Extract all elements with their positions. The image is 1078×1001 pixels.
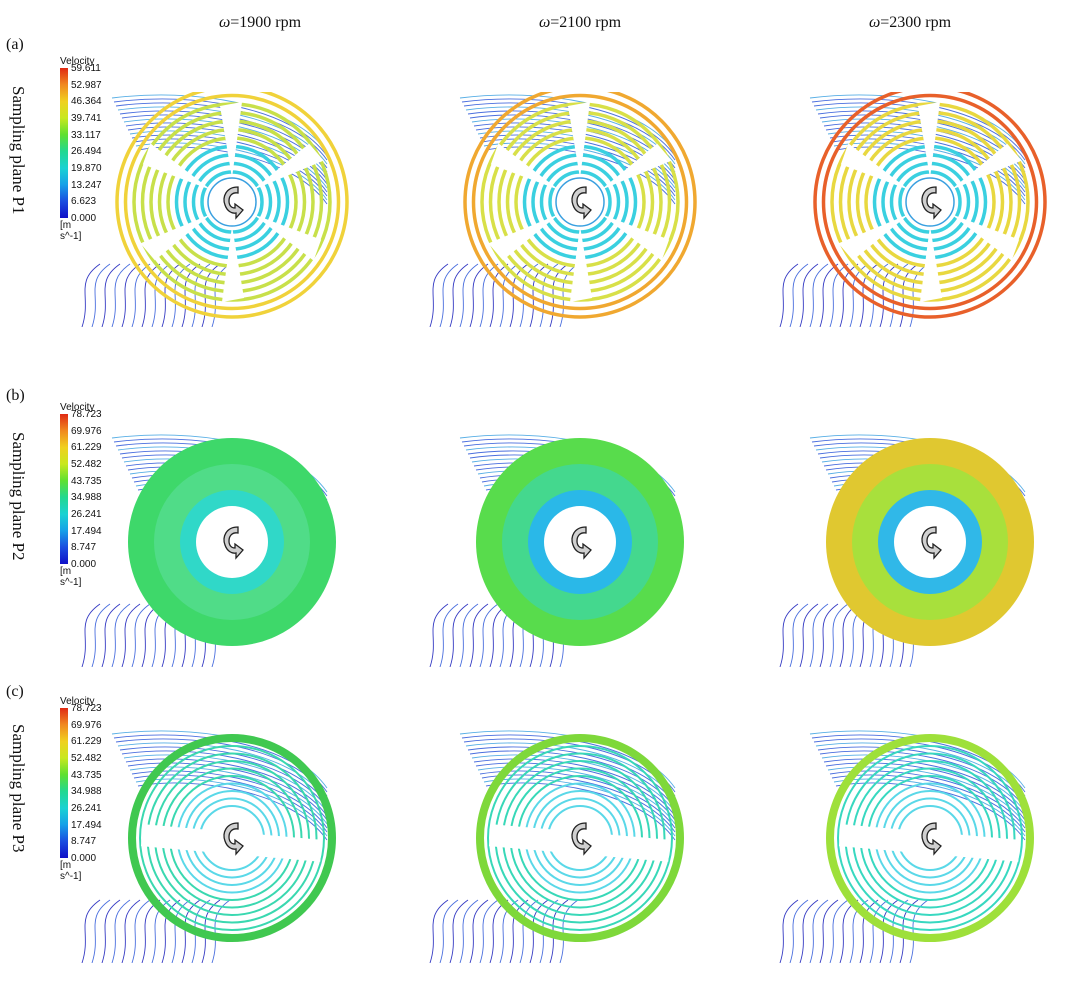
flow-field <box>81 434 336 667</box>
flow-field <box>779 434 1034 667</box>
hub <box>555 177 605 227</box>
legend-tick: 59.611 <box>71 63 101 74</box>
legend-color-bar <box>60 708 68 858</box>
flow-field <box>429 730 684 963</box>
legend-tick: 52.987 <box>71 79 102 91</box>
column-header-2: ω=2100 rpm <box>460 14 700 32</box>
panel-p2-2300 <box>770 432 1060 667</box>
impeller-blades <box>488 102 672 302</box>
legend-tick: 34.988 <box>71 786 102 798</box>
legend-title: Velocity <box>60 402 95 413</box>
omega-symbol: ω <box>218 14 231 31</box>
rotor-rings <box>476 734 684 942</box>
rotor-disk <box>476 438 684 646</box>
rotation-arrow-icon <box>571 822 592 856</box>
flow-field <box>429 434 684 667</box>
legend-unit: [m s^-1] <box>60 860 82 882</box>
row-tag-c: (c) <box>6 683 24 700</box>
legend-tick: 17.494 <box>71 819 102 831</box>
speed-value: =2100 rpm <box>550 14 622 31</box>
hub <box>905 177 955 227</box>
row-label-p1: Sampling plane P1 <box>9 86 28 215</box>
legend-tick: 34.988 <box>71 492 102 504</box>
rotation-arrow-icon <box>223 526 244 560</box>
legend-tick: 69.976 <box>71 425 102 437</box>
legend-tick: 8.747 <box>71 836 97 848</box>
legend-tick: 52.482 <box>71 753 102 764</box>
rotor-disk <box>826 438 1034 646</box>
panel-p2-2100 <box>420 432 710 667</box>
hub <box>902 810 958 866</box>
impeller-blades <box>140 102 324 302</box>
row-tag-a: (a) <box>6 36 24 53</box>
legend-tick: 52.482 <box>71 459 102 470</box>
omega-symbol: ω <box>538 14 551 31</box>
legend-tick: 43.735 <box>71 769 102 781</box>
flow-field <box>779 92 1047 327</box>
legend-tick: 61.229 <box>71 736 102 748</box>
rotation-arrow-icon <box>571 186 592 220</box>
column-header-1: ω=1900 rpm <box>140 14 380 32</box>
hub <box>207 177 257 227</box>
panel-p2-1900 <box>72 432 362 667</box>
flow-field <box>429 92 697 327</box>
panel-p1-1900 <box>72 92 362 327</box>
legend-color-bar <box>60 68 68 218</box>
panel-p3-2100 <box>420 728 710 963</box>
legend-tick: 78.723 <box>71 409 102 420</box>
flow-field <box>81 730 336 963</box>
rotation-arrow-icon <box>223 822 244 856</box>
legend-tick: 0.000 <box>71 213 97 224</box>
legend-tick: 26.494 <box>71 146 102 158</box>
impeller-blades <box>838 102 1022 302</box>
legend-tick: 19.870 <box>71 163 102 174</box>
panel-p1-2300 <box>770 92 1060 327</box>
rotation-arrow-icon <box>571 526 592 560</box>
legend-tick: 26.241 <box>71 803 102 814</box>
speed-value: =1900 rpm <box>230 14 302 31</box>
legend-tick: 0.000 <box>71 559 97 570</box>
legend-tick: 39.741 <box>71 113 102 124</box>
rotation-arrow-icon <box>223 186 244 220</box>
legend-tick: 13.247 <box>71 179 102 191</box>
legend-unit: [m s^-1] <box>60 566 82 588</box>
panel-p3-1900 <box>72 728 362 963</box>
legend-color-bar <box>60 414 68 564</box>
flow-field <box>81 92 349 327</box>
legend-title: Velocity <box>60 696 95 707</box>
legend-unit: [m s^-1] <box>60 220 82 242</box>
row-tag-b: (b) <box>6 387 25 404</box>
legend-tick: 78.723 <box>71 703 102 714</box>
rotation-arrow-icon <box>921 186 942 220</box>
hub <box>204 810 260 866</box>
row-label-p2: Sampling plane P2 <box>9 432 28 561</box>
hub <box>552 810 608 866</box>
legend-tick: 0.000 <box>71 853 97 864</box>
row-label-p3: Sampling plane P3 <box>9 724 28 853</box>
legend-tick: 8.747 <box>71 542 97 554</box>
speed-value: =2300 rpm <box>880 14 952 31</box>
rotation-arrow-icon <box>921 822 942 856</box>
legend-tick: 61.229 <box>71 442 102 454</box>
legend-tick: 26.241 <box>71 509 102 520</box>
column-header-3: ω=2300 rpm <box>790 14 1030 32</box>
legend-tick: 46.364 <box>71 96 102 108</box>
panel-p3-2300 <box>770 728 1060 963</box>
omega-symbol: ω <box>868 14 881 31</box>
legend-tick: 43.735 <box>71 475 102 487</box>
legend-title: Velocity <box>60 56 95 67</box>
rotor-disk <box>128 438 336 646</box>
rotation-arrow-icon <box>921 526 942 560</box>
legend-tick: 69.976 <box>71 719 102 731</box>
legend-tick: 6.623 <box>71 196 97 208</box>
flow-field <box>779 730 1034 963</box>
panel-p1-2100 <box>420 92 710 327</box>
legend-tick: 17.494 <box>71 525 102 537</box>
legend-tick: 33.117 <box>71 129 101 141</box>
